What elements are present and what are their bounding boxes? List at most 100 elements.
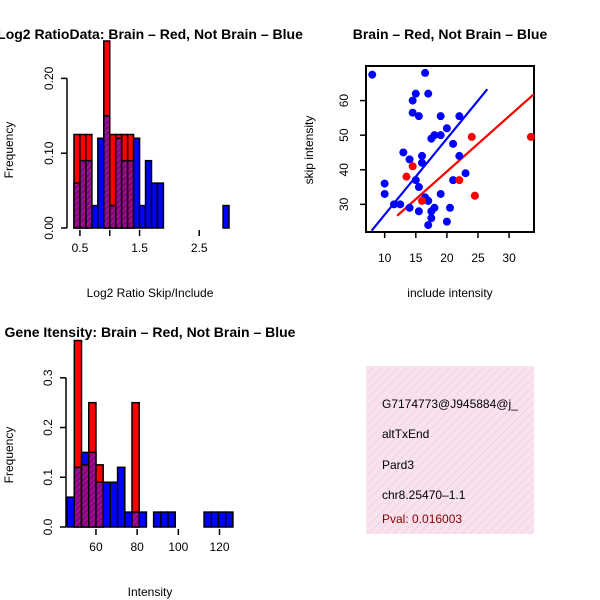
event-type: altTxEnd [382, 427, 429, 441]
scatter-point-not-brain [405, 155, 414, 164]
scatter-point-brain [470, 191, 479, 200]
intensity-x-ticks: 60 80 100 120 [89, 529, 230, 554]
ratio-x-tick-label: 1.5 [131, 241, 148, 255]
scatter-point-not-brain [424, 89, 433, 98]
intensity-not-brain-bar [80, 451, 90, 466]
intensity-histogram-title: Gene Itensity: Brain – Red, Not Brain – … [5, 324, 296, 340]
scatter-point-not-brain [390, 200, 398, 209]
scatter-point-not-brain [414, 183, 423, 192]
scatter-x-tick-label: 15 [409, 251, 423, 265]
ratio-not-brain-bar [97, 137, 105, 229]
intensity-y-axis-label: Frequency [2, 427, 16, 484]
scatter-y-tick-label: 30 [337, 197, 351, 211]
intensity-x-tick-label: 100 [168, 540, 188, 554]
event-id: G7174773@J945884@j_ [382, 397, 518, 411]
ratio-not-brain-bar [138, 204, 147, 229]
scatter-point-brain [526, 132, 535, 141]
intensity-x-tick-label: 120 [210, 540, 230, 554]
intensity-x-tick-label: 80 [130, 540, 144, 554]
scatter-y-tick-label: 60 [337, 94, 351, 108]
intensity-not-brain-bar [167, 511, 176, 528]
intensity-not-brain-bar [102, 481, 112, 528]
scatter-point-not-brain [449, 139, 458, 148]
scatter-point-not-brain [449, 176, 458, 185]
fit-line-not-brain [370, 88, 489, 232]
ratio-x-ticks: 0.51.52.51.0 [72, 230, 208, 255]
event-info-panel: G7174773@J945884@j_ altTxEnd Pard3 chr8.… [366, 366, 534, 534]
scatter-point-not-brain [399, 148, 408, 157]
ratio-overlap-hatch [122, 161, 127, 228]
scatter-point-not-brain [436, 112, 445, 121]
scatter-point-not-brain [414, 112, 423, 121]
ratio-histogram-title: Log2 RatioData: Brain – Red, Not Brain –… [0, 26, 303, 42]
scatter-point-not-brain [418, 158, 426, 167]
intensity-not-brain-bar [124, 511, 133, 528]
intensity-overlap-hatch [96, 483, 103, 527]
scatter-point-not-brain [380, 179, 389, 188]
scatter-x-ticks: 10 15 20 25 30 [378, 232, 516, 265]
intensity-y-ticks: 0.0 0.1 0.2 0.3 [41, 369, 66, 535]
intensity-y-tick-label: 0.2 [41, 419, 55, 436]
ratio-y-tick-label: 0.10 [42, 141, 56, 165]
intensity-overlap-hatch [132, 512, 139, 527]
intensity-not-brain-bar [224, 511, 234, 528]
intensity-not-brain-bar [116, 466, 126, 528]
scatter-y-axis-label: skip intensity [302, 116, 316, 185]
intensity-not-brain-bar [160, 511, 169, 528]
scatter-fit-lines [370, 88, 534, 232]
intensity-not-brain-bar [203, 511, 213, 528]
ratio-overlap-hatch [128, 161, 133, 228]
scatter-point-not-brain [411, 89, 420, 98]
scatter-point-brain [455, 176, 464, 185]
scatter-point-not-brain [461, 169, 470, 178]
scatter-point-not-brain [421, 68, 430, 77]
scatter-point-not-brain [436, 131, 445, 140]
scatter-y-tick-label: 50 [337, 128, 351, 142]
ratio-x-axis-label: Log2 Ratio Skip/Include [87, 286, 214, 300]
event-info-background [366, 366, 534, 534]
scatter-point-not-brain [455, 151, 464, 160]
intensity-overlap-hatch [89, 453, 96, 527]
intensity-not-brain-bar [66, 496, 76, 528]
intensity-x-axis-label: Intensity [128, 585, 173, 599]
scatter-point-not-brain [411, 176, 420, 185]
ratio-y-ticks: 0.00 0.10 0.20 [42, 66, 67, 240]
ratio-not-brain-bar [144, 159, 153, 229]
ratio-not-brain-bar [150, 182, 159, 229]
ratio-overlap-hatch [116, 139, 121, 228]
event-info-box: G7174773@J945884@j_ altTxEnd Pard3 chr8.… [366, 366, 534, 534]
scatter-point-not-brain [424, 221, 433, 230]
scatter-point-not-brain [442, 124, 451, 133]
scatter-point-not-brain [414, 207, 423, 216]
scatter-panel: Brain – Red, Not Brain – Blue 10 15 20 25 30… [302, 26, 547, 300]
ratio-histogram-panel: Log2 RatioData: Brain – Red, Not Brain –… [0, 26, 303, 300]
intensity-not-brain-bar [138, 511, 148, 528]
intensity-y-tick-label: 0.1 [41, 469, 55, 486]
genomic-location: chr8.25470–1.1 [382, 488, 466, 502]
intensity-x-tick-label: 60 [89, 540, 103, 554]
intensity-overlap-hatch [82, 465, 88, 527]
p-value: Pval: 0.016003 [382, 512, 462, 526]
ratio-y-tick-label: 0.00 [42, 216, 56, 240]
ratio-y-axis-label: Frequency [2, 122, 16, 179]
ratio-overlap-hatch [104, 116, 109, 228]
scatter-x-tick-label: 10 [378, 251, 392, 265]
ratio-not-brain-bar [156, 182, 165, 229]
scatter-point-not-brain [408, 108, 417, 117]
scatter-title: Brain – Red, Not Brain – Blue [353, 26, 548, 42]
ratio-overlap-hatch [80, 161, 86, 228]
scatter-x-tick-label: 20 [440, 251, 454, 265]
ratio-x-tick-label: 0.5 [72, 241, 89, 255]
ratio-overlap-hatch [74, 183, 80, 228]
scatter-point-not-brain [430, 131, 439, 140]
scatter-x-axis-label: include intensity [407, 286, 492, 300]
fit-line-brain [396, 93, 534, 217]
intensity-y-tick-label: 0.0 [41, 518, 55, 535]
intensity-brain-bar [131, 401, 140, 528]
intensity-not-brain-bar [152, 511, 162, 528]
intensity-histogram-bars [66, 339, 234, 528]
ratio-overlap-hatch [86, 161, 92, 228]
scatter-point-not-brain [396, 200, 405, 209]
scatter-point-not-brain [368, 70, 377, 79]
